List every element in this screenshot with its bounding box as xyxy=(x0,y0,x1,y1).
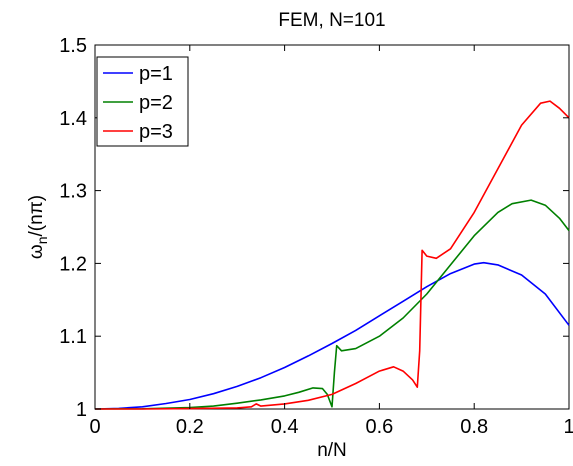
legend-label-p1: p=1 xyxy=(139,63,173,85)
y-tick-label: 1.2 xyxy=(59,253,87,275)
x-tick-label: 0.8 xyxy=(460,416,488,438)
x-tick-label: 0.2 xyxy=(176,416,204,438)
x-tick-label: 0.4 xyxy=(271,416,299,438)
y-tick-label: 1.1 xyxy=(59,326,87,348)
x-axis-label: n/N xyxy=(317,440,347,461)
x-tick-label: 0 xyxy=(89,416,100,438)
y-axis-label-sub: n xyxy=(34,236,50,244)
y-tick-label: 1.3 xyxy=(59,181,87,203)
plot-area: 0 0.2 0.4 0.6 0.8 1 1 1.1 1.2 1.3 1.4 1.5 xyxy=(59,35,573,438)
x-tick-label: 0.6 xyxy=(365,416,393,438)
y-tick-label: 1.4 xyxy=(59,108,87,130)
y-axis-label-tail: /(nπ) xyxy=(26,195,47,237)
series-line-p3 xyxy=(95,100,570,410)
series-line-p1 xyxy=(94,261,570,410)
tick-layer: 0 0.2 0.4 0.6 0.8 1 1 1.1 1.2 1.3 1.4 1.5 xyxy=(59,35,573,438)
legend-label-p3: p=3 xyxy=(139,121,173,143)
legend: p=1 p=2 p=3 xyxy=(96,56,189,147)
series-layer xyxy=(94,100,570,410)
x-tick-label: 1 xyxy=(563,416,573,438)
y-axis-label-main: ω xyxy=(26,244,47,259)
chart-title: FEM, N=101 xyxy=(278,10,385,31)
legend-label-p2: p=2 xyxy=(139,92,173,114)
y-axis-label: ωn/(nπ) xyxy=(26,195,50,259)
y-tick-label: 1 xyxy=(76,399,87,421)
series-line-p2 xyxy=(94,199,570,410)
y-tick-label: 1.5 xyxy=(59,35,87,57)
